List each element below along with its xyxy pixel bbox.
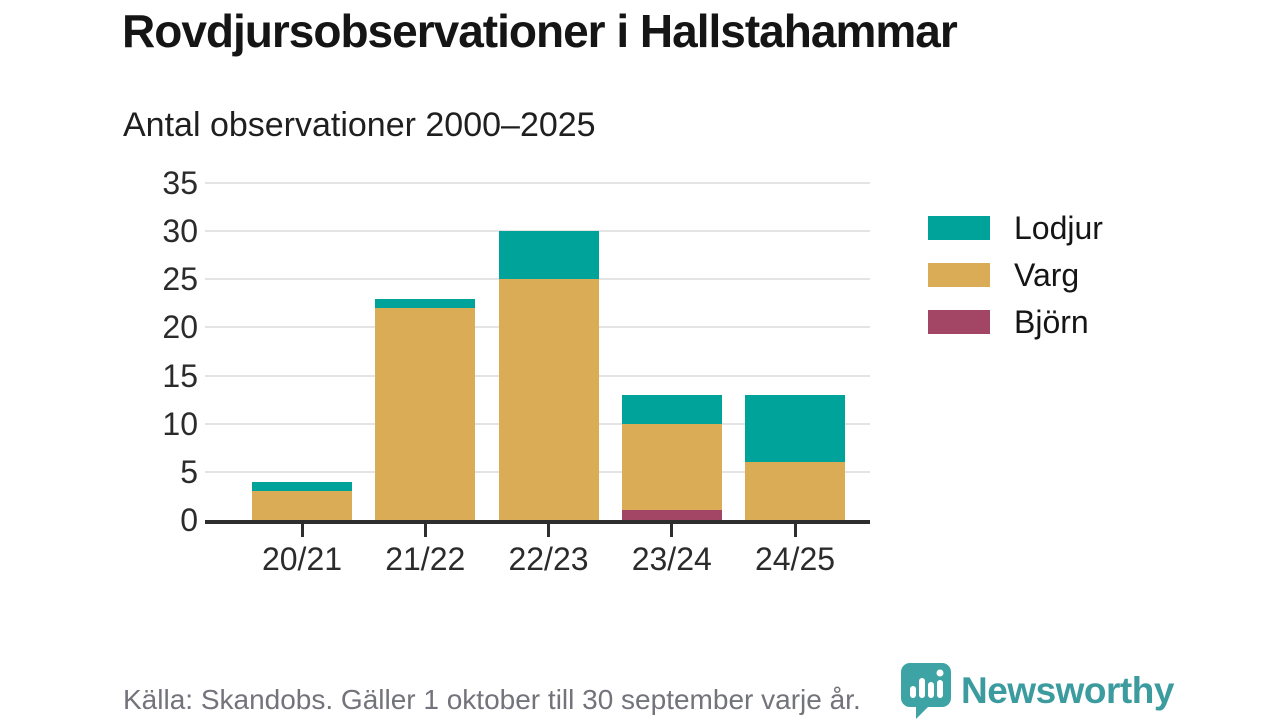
legend-swatch-lodjur [928, 216, 990, 240]
x-tick-label: 20/21 [261, 541, 343, 577]
plot-area [205, 182, 870, 537]
legend-swatch-varg [928, 263, 990, 287]
y-tick-label: 30 [162, 213, 198, 250]
newsworthy-logo[interactable]: Newsworthy [901, 663, 1174, 719]
legend-swatch-björn [928, 310, 990, 334]
y-tick-label: 35 [162, 165, 198, 201]
gridline-35 [205, 182, 870, 184]
legend-item-lodjur: Lodjur [928, 210, 1103, 246]
y-axis: 0 5 10 15 20 25 30 35 [100, 166, 198, 543]
x-tick-label: 21/22 [385, 541, 466, 577]
bar-segment-varg-23/24 [621, 423, 722, 511]
source-note: Källa: Skandobs. Gäller 1 oktober till 3… [123, 684, 861, 715]
legend: Lodjur Varg Björn [928, 210, 1103, 357]
newsworthy-logo-text: Newsworthy [961, 670, 1174, 711]
y-tick-label: 20 [162, 309, 198, 346]
bar-segment-lodjur-23/24 [621, 394, 722, 424]
legend-label: Varg [1014, 257, 1080, 293]
gridline-30 [205, 230, 870, 233]
bar-segment-varg-24/25 [745, 462, 845, 520]
bar-segment-lodjur-24/25 [745, 394, 845, 463]
bar-20/21 [252, 481, 352, 520]
bar-22/23 [498, 231, 599, 520]
x-tick-20/21 [300, 524, 304, 537]
legend-item-varg: Varg [928, 257, 1103, 293]
bar-23/24 [621, 394, 722, 520]
legend-item-björn: Björn [928, 304, 1103, 340]
x-axis: 20/21 21/22 22/23 23/24 24/25 [205, 541, 870, 581]
bar-segment-lodjur-20/21 [252, 481, 352, 492]
bar-segment-lodjur-22/23 [498, 231, 599, 280]
y-tick-label: 5 [180, 453, 198, 490]
x-tick-label: 23/24 [631, 541, 712, 577]
x-tick-label: 24/25 [754, 541, 836, 577]
y-tick-label: 10 [162, 405, 198, 442]
bar-segment-varg-21/22 [375, 308, 476, 520]
x-tick-24/25 [793, 524, 797, 537]
y-tick-label: 0 [180, 502, 198, 538]
bar-24/25 [745, 394, 845, 520]
chart-title: Rovdjursobservationer i Hallstahammar [122, 5, 958, 57]
bar-segment-lodjur-21/22 [375, 298, 476, 309]
bar-segment-varg-20/21 [252, 491, 352, 520]
x-tick-label: 22/23 [508, 541, 589, 577]
chart-subtitle: Antal observationer 2000–2025 [123, 106, 596, 144]
bar-21/22 [375, 298, 476, 520]
y-tick-label: 15 [162, 357, 198, 394]
y-tick-label: 25 [162, 261, 198, 298]
x-tick-23/24 [670, 524, 674, 537]
bar-segment-varg-22/23 [498, 279, 599, 520]
bar-chart-speech-bubble-icon [901, 663, 951, 719]
legend-label: Björn [1014, 304, 1089, 340]
bar-segment-björn-23/24 [621, 510, 722, 520]
legend-label: Lodjur [1014, 210, 1103, 246]
x-tick-21/22 [423, 524, 427, 537]
x-tick-22/23 [547, 524, 550, 537]
